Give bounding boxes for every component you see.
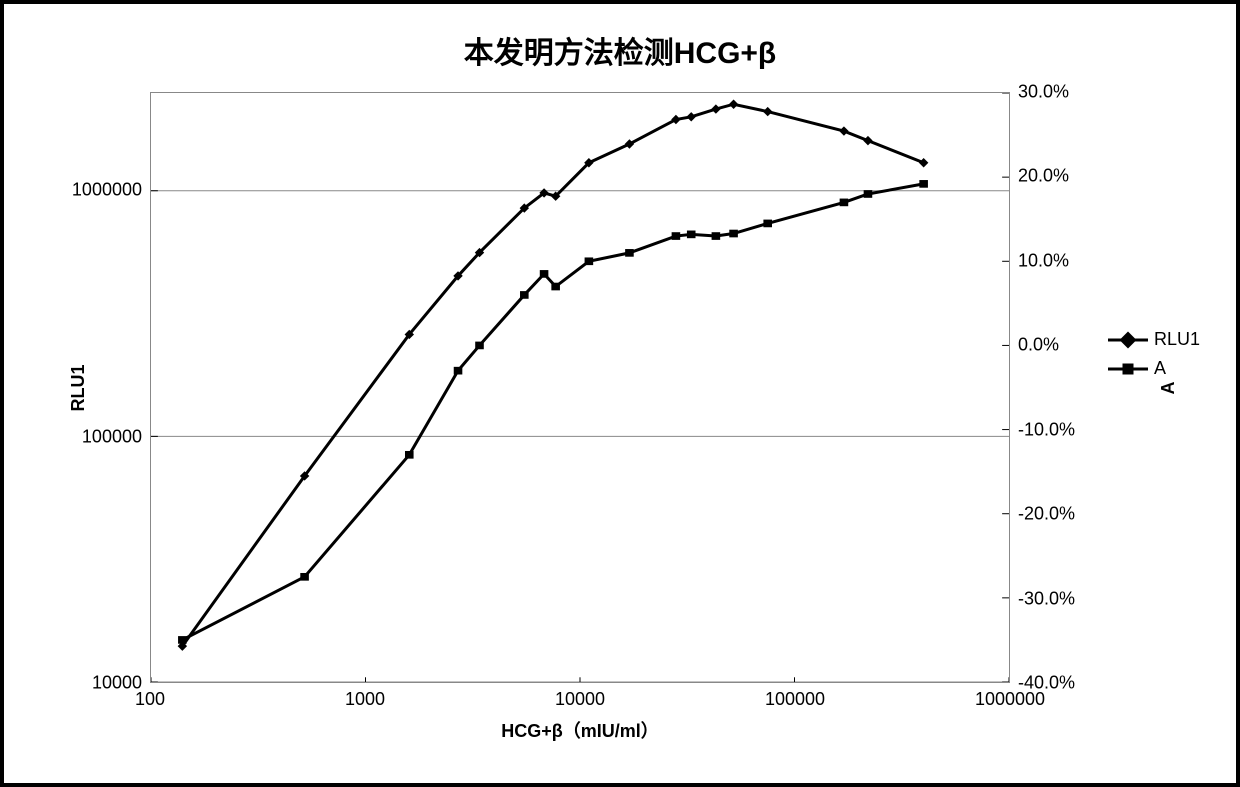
tick-label: 1000000: [72, 180, 150, 201]
tick-label: -40.0%: [1010, 673, 1075, 694]
diamond-icon: [1108, 332, 1148, 348]
tick-label: 10.0%: [1010, 250, 1069, 271]
legend: RLU1 A: [1108, 321, 1200, 387]
chart-title: 本发明方法检测HCG+β: [30, 28, 1210, 72]
plot-svg: [151, 93, 1009, 682]
y-left-axis-label: RLU1: [68, 364, 89, 411]
plot-area: [150, 92, 1010, 683]
tick-label: 0.0%: [1010, 335, 1059, 356]
chart-frame: 本发明方法检测HCG+β RLU1 A HCG+β（mIU/ml） 100100…: [0, 0, 1240, 787]
tick-label: 100000: [82, 426, 150, 447]
chart-body: RLU1 A HCG+β（mIU/ml） 1001000100001000001…: [30, 82, 1210, 763]
tick-label: -20.0%: [1010, 504, 1075, 525]
tick-label: -10.0%: [1010, 419, 1075, 440]
tick-label: 10000: [555, 683, 605, 710]
tick-label: 1000: [345, 683, 385, 710]
legend-label: A: [1154, 358, 1166, 379]
plot-region: RLU1 A HCG+β（mIU/ml） 1001000100001000001…: [150, 92, 1010, 683]
legend-item-a: A: [1108, 358, 1200, 379]
tick-label: 10000: [92, 673, 150, 694]
legend-item-rlu1: RLU1: [1108, 329, 1200, 350]
chart-container: 本发明方法检测HCG+β RLU1 A HCG+β（mIU/ml） 100100…: [30, 28, 1210, 759]
tick-label: 30.0%: [1010, 82, 1069, 103]
tick-label: 100000: [765, 683, 825, 710]
legend-label: RLU1: [1154, 329, 1200, 350]
tick-label: 20.0%: [1010, 166, 1069, 187]
x-axis-label: HCG+β（mIU/ml）: [501, 717, 659, 743]
tick-label: -30.0%: [1010, 588, 1075, 609]
square-icon: [1108, 361, 1148, 377]
